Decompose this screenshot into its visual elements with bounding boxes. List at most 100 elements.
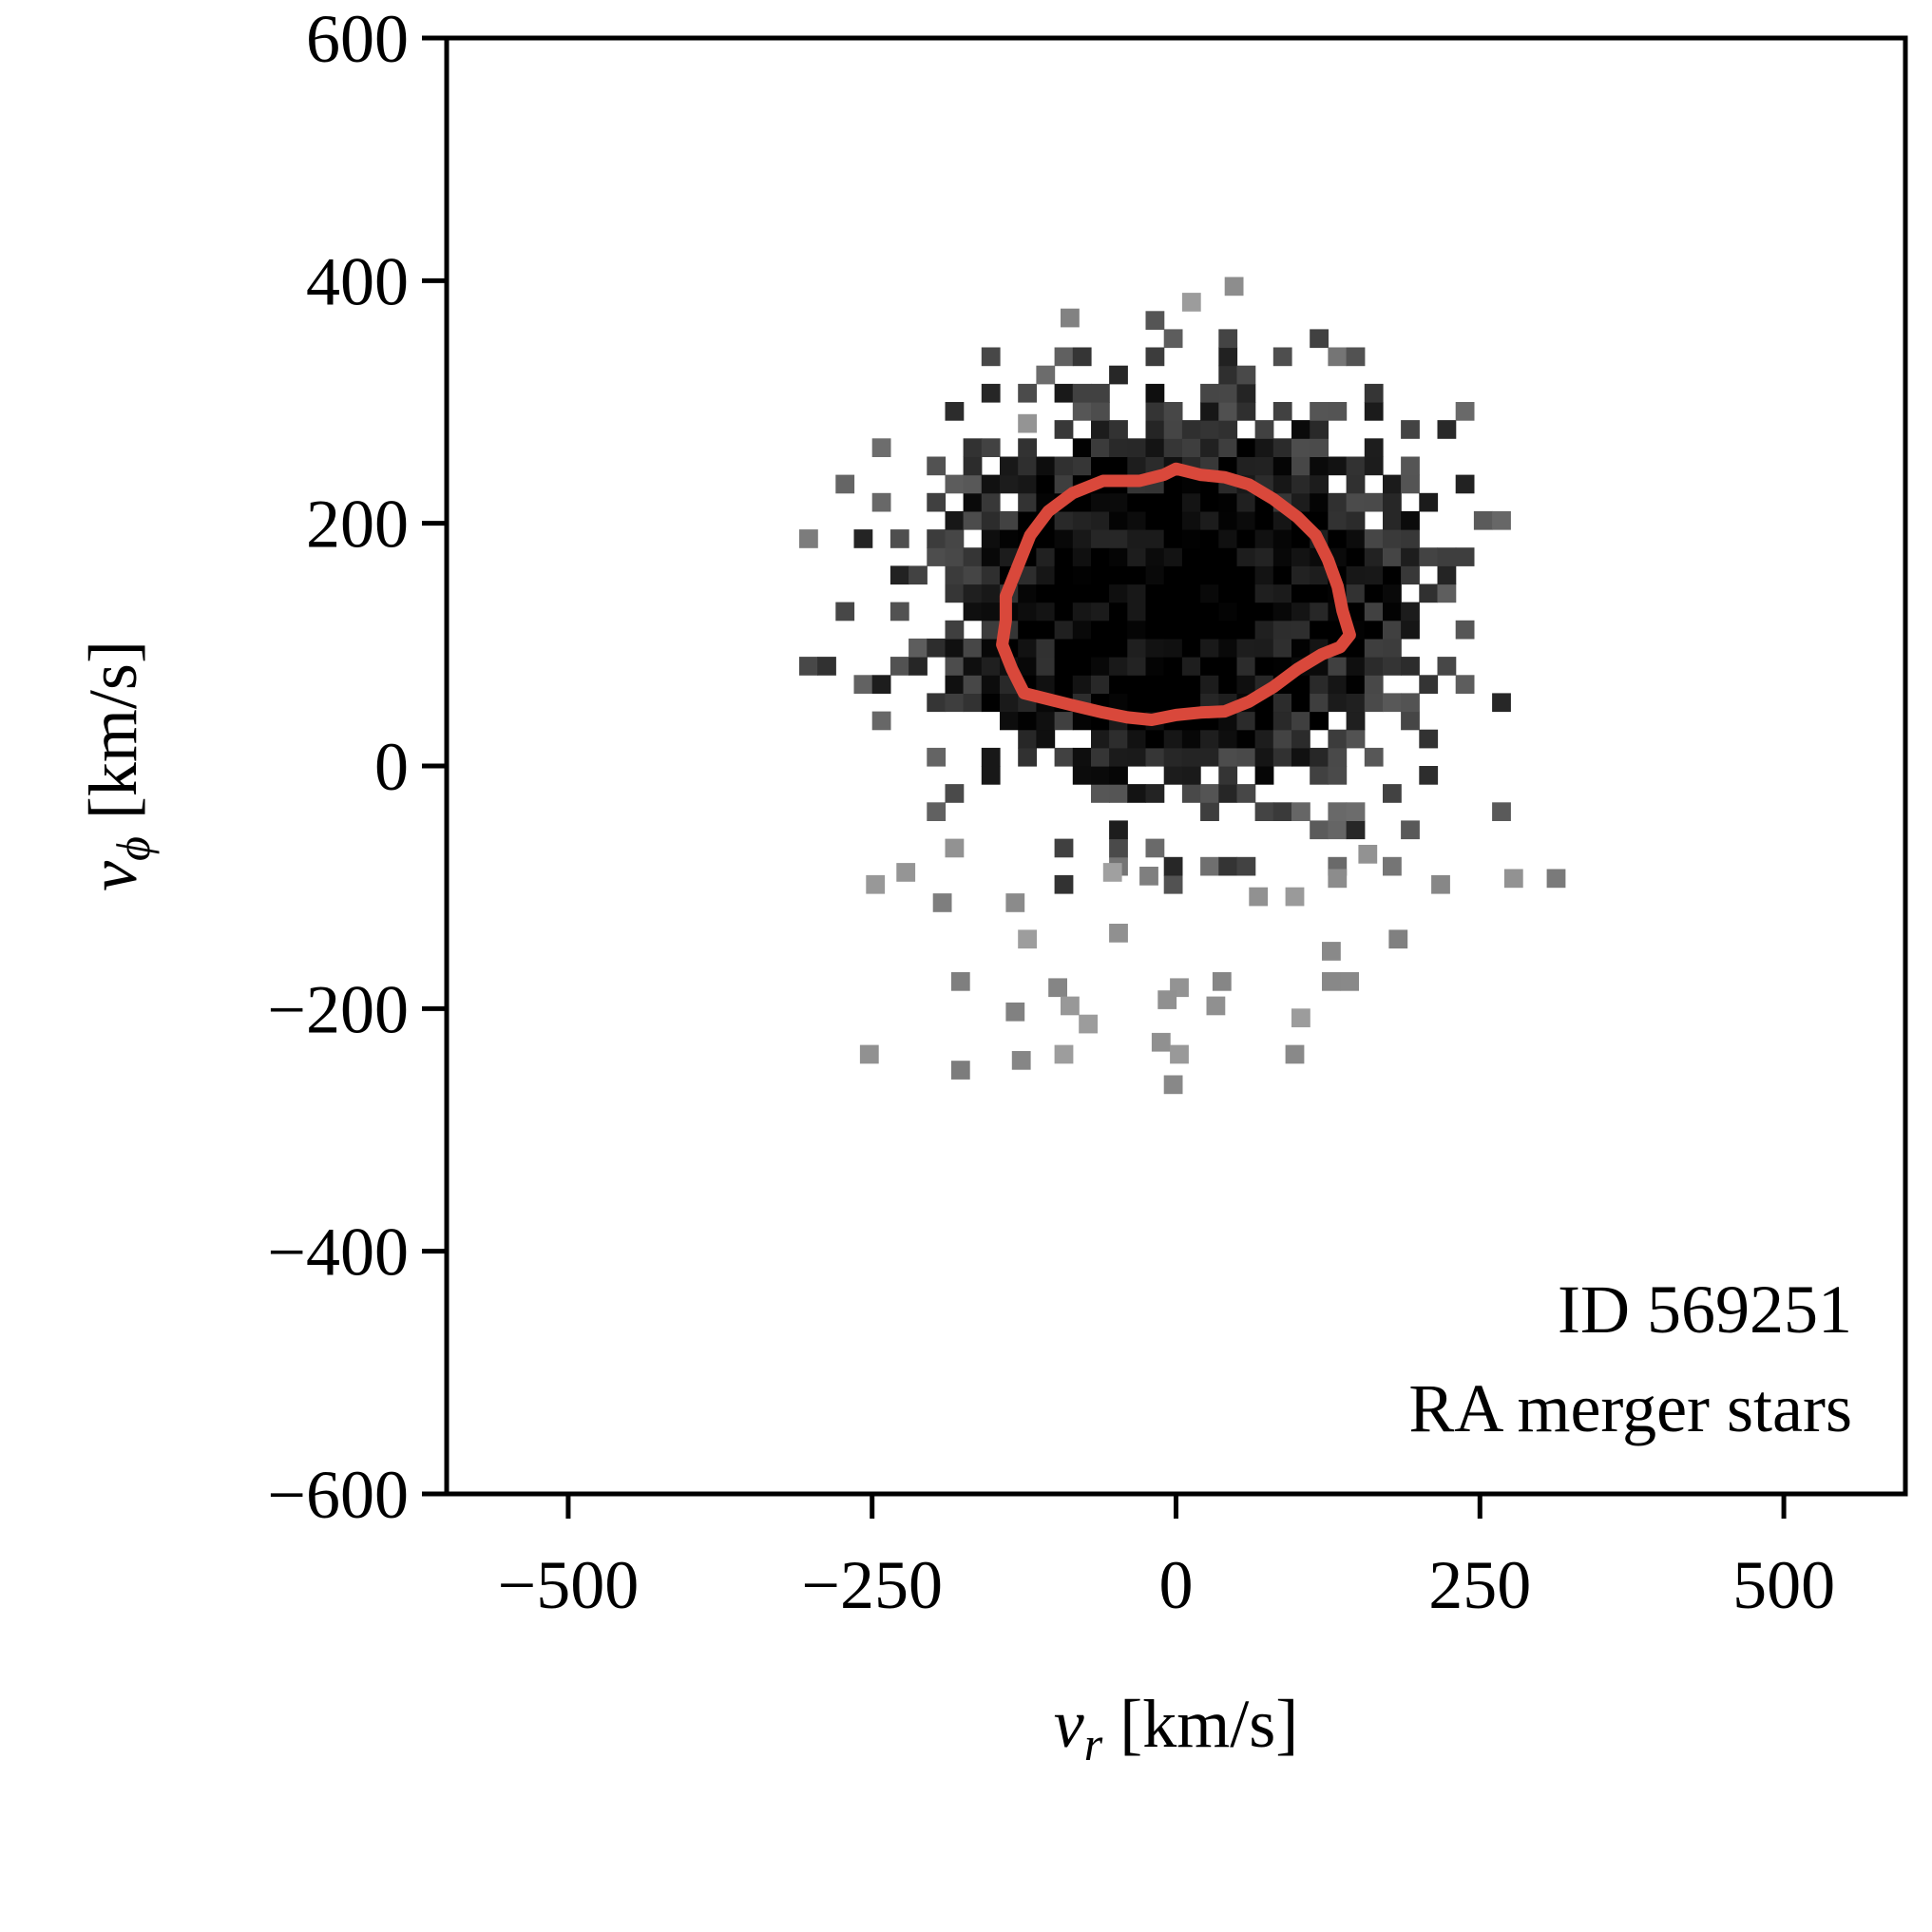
histogram-cell (1236, 565, 1256, 585)
histogram-cell (1036, 456, 1056, 476)
histogram-cell (1181, 492, 1201, 512)
histogram-cell (1109, 420, 1128, 439)
histogram-cell (1419, 729, 1439, 749)
histogram-cell (1127, 510, 1147, 530)
histogram-outlier-cell (1291, 1008, 1310, 1027)
histogram-cell (1072, 602, 1092, 622)
histogram-cell (1218, 657, 1238, 676)
histogram-cell (1310, 820, 1329, 840)
histogram-cell (1091, 547, 1110, 566)
histogram-cell (1437, 657, 1457, 676)
histogram-cell (1346, 583, 1366, 603)
histogram-cell (1018, 729, 1037, 749)
histogram-cell (1109, 529, 1128, 548)
histogram-cell (1236, 784, 1256, 803)
histogram-cell (1272, 583, 1292, 603)
histogram-cell (945, 402, 965, 421)
histogram-cell (1200, 510, 1219, 530)
histogram-cell (1328, 729, 1348, 749)
histogram-cell (1236, 456, 1256, 476)
histogram-cell (1218, 583, 1238, 603)
histogram-cell (1109, 729, 1128, 749)
histogram-outlier-cell (1358, 845, 1378, 864)
histogram-cell (1254, 529, 1274, 548)
histogram-cell (981, 438, 1001, 457)
histogram-cell (1346, 693, 1366, 713)
histogram-cell (1200, 657, 1219, 676)
histogram-cell (1291, 420, 1310, 439)
histogram-cell (1254, 456, 1274, 476)
histogram-cell (1163, 602, 1183, 622)
histogram-cell (1346, 529, 1366, 548)
histogram-cell (1236, 711, 1256, 731)
histogram-cell (1254, 510, 1274, 530)
histogram-cell (1181, 420, 1201, 439)
histogram-cell (1419, 547, 1439, 566)
histogram-cell (1364, 438, 1384, 457)
histogram-cell (835, 474, 855, 494)
histogram-cell (963, 438, 983, 457)
histogram-cell (1036, 583, 1056, 603)
histogram-cell (1328, 529, 1348, 548)
histogram-cell (1054, 383, 1074, 403)
histogram-cell (945, 784, 965, 803)
histogram-cell (871, 492, 891, 512)
histogram-cell (1163, 474, 1183, 494)
histogram-cell (1383, 492, 1402, 512)
y-tick-label: −400 (267, 1215, 409, 1291)
histogram-outlier-cell (1249, 887, 1269, 907)
histogram-outlier-cell (1061, 308, 1080, 328)
histogram-cell (1163, 583, 1183, 603)
histogram-cell (1054, 874, 1074, 894)
histogram-cell (1291, 438, 1310, 457)
histogram-cell (1091, 675, 1110, 694)
histogram-cell (1036, 675, 1056, 694)
histogram-outlier-cell (1139, 867, 1158, 886)
histogram-cell (1072, 620, 1092, 640)
histogram-cell (1054, 747, 1074, 767)
histogram-cell (1383, 693, 1402, 713)
histogram-cell (1236, 438, 1256, 457)
histogram-outlier-cell (1018, 929, 1037, 949)
histogram-cell (1163, 638, 1183, 658)
histogram-cell (1236, 657, 1256, 676)
histogram-cell (1401, 565, 1420, 585)
y-tick-label: 600 (306, 1, 409, 77)
histogram-cell (1054, 347, 1074, 367)
chart-annotation: ID 569251 RA merger stars (1408, 1272, 1852, 1446)
histogram-cell (1236, 402, 1256, 421)
histogram-cell (1200, 529, 1219, 548)
histogram-cell (981, 747, 1001, 767)
histogram-cell (1200, 602, 1219, 622)
histogram-cell (1145, 729, 1165, 749)
histogram-cell (981, 492, 1001, 512)
histogram-cell (1091, 529, 1110, 548)
histogram-cell (1492, 510, 1511, 530)
histogram-cell (1218, 675, 1238, 694)
histogram-cell (1109, 438, 1128, 457)
histogram-cell (1310, 620, 1329, 640)
histogram-cell (1218, 383, 1238, 403)
histogram-cell (1328, 492, 1348, 512)
histogram-cell (1272, 747, 1292, 767)
histogram-outlier-cell (1285, 1044, 1305, 1064)
histogram-cell (1272, 711, 1292, 731)
histogram-cell (1000, 474, 1019, 494)
histogram-cell (1054, 620, 1074, 640)
histogram-cell (1054, 583, 1074, 603)
histogram-cell (1383, 602, 1402, 622)
histogram-cell (1054, 675, 1074, 694)
histogram-cell (1254, 747, 1274, 767)
histogram-cell (1291, 456, 1310, 476)
histogram-cell (1346, 347, 1366, 367)
histogram-cell (1109, 838, 1128, 858)
histogram-cell (1272, 474, 1292, 494)
histogram-cell (1272, 602, 1292, 622)
histogram-cell (1455, 547, 1475, 566)
histogram-cell (963, 583, 983, 603)
histogram-cell (1018, 657, 1037, 676)
histogram-cell (945, 620, 965, 640)
histogram-cell (853, 529, 873, 548)
histogram-cell (963, 510, 983, 530)
histogram-cell (1272, 638, 1292, 658)
